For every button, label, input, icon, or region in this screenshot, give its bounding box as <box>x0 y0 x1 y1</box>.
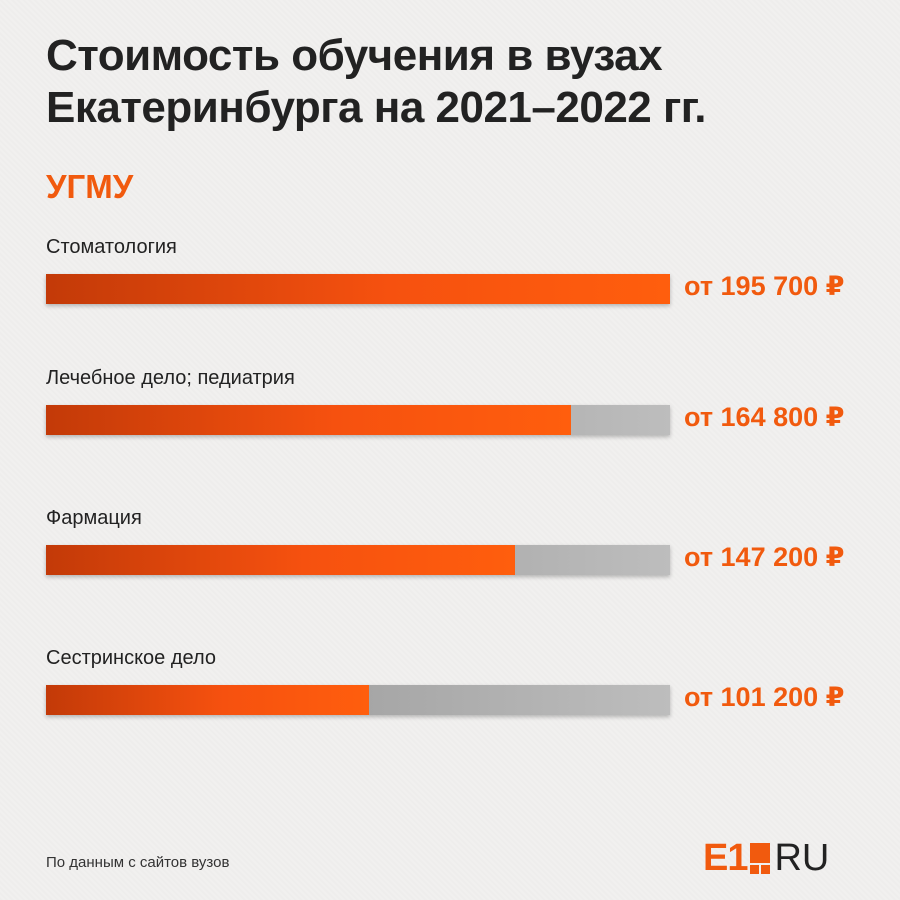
title-line-1: Стоимость обучения в вузах <box>46 31 663 80</box>
bar-track <box>46 274 670 304</box>
chart-row: Лечебное дело; педиатрия от 164 800 ₽ <box>46 367 866 477</box>
bar-track <box>46 685 670 715</box>
source-note: По данным с сайтов вузов <box>46 854 230 871</box>
chart-row: Фармация от 147 200 ₽ <box>46 507 866 617</box>
university-name: УГМУ <box>46 168 134 205</box>
chart-row: Стоматология от 195 700 ₽ <box>46 236 866 346</box>
category-label: Лечебное дело; педиатрия <box>46 367 295 389</box>
category-label: Фармация <box>46 507 142 529</box>
value-label: от 195 700 ₽ <box>684 271 845 301</box>
bar-track <box>46 405 670 435</box>
chart-row: Сестринское дело от 101 200 ₽ <box>46 647 866 757</box>
logo-ru-text: RU <box>774 837 830 879</box>
logo-e1-text: E1 <box>703 837 748 879</box>
bar <box>46 545 516 575</box>
page-title: Стоимость обучения в вузах Екатеринбурга… <box>46 30 876 134</box>
bar <box>46 405 572 435</box>
bar-track <box>46 545 670 575</box>
title-line-2: Екатеринбурга на 2021–2022 гг. <box>46 83 706 132</box>
value-label: от 164 800 ₽ <box>684 402 845 432</box>
bar <box>46 274 670 304</box>
e1-logo: E1 RU <box>703 837 830 879</box>
value-label: от 147 200 ₽ <box>684 542 845 572</box>
value-label: от 101 200 ₽ <box>684 682 845 712</box>
bar <box>46 685 369 715</box>
category-label: Сестринское дело <box>46 647 216 669</box>
logo-square-icon <box>750 843 771 874</box>
category-label: Стоматология <box>46 236 177 258</box>
